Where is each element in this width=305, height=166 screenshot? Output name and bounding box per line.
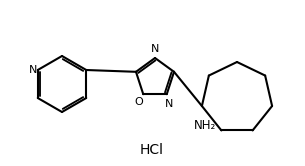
- Text: N: N: [29, 65, 38, 75]
- Text: NH₂: NH₂: [194, 119, 216, 132]
- Text: O: O: [135, 97, 144, 107]
- Text: N: N: [151, 43, 159, 53]
- Text: HCl: HCl: [140, 143, 164, 157]
- Text: N: N: [165, 99, 173, 109]
